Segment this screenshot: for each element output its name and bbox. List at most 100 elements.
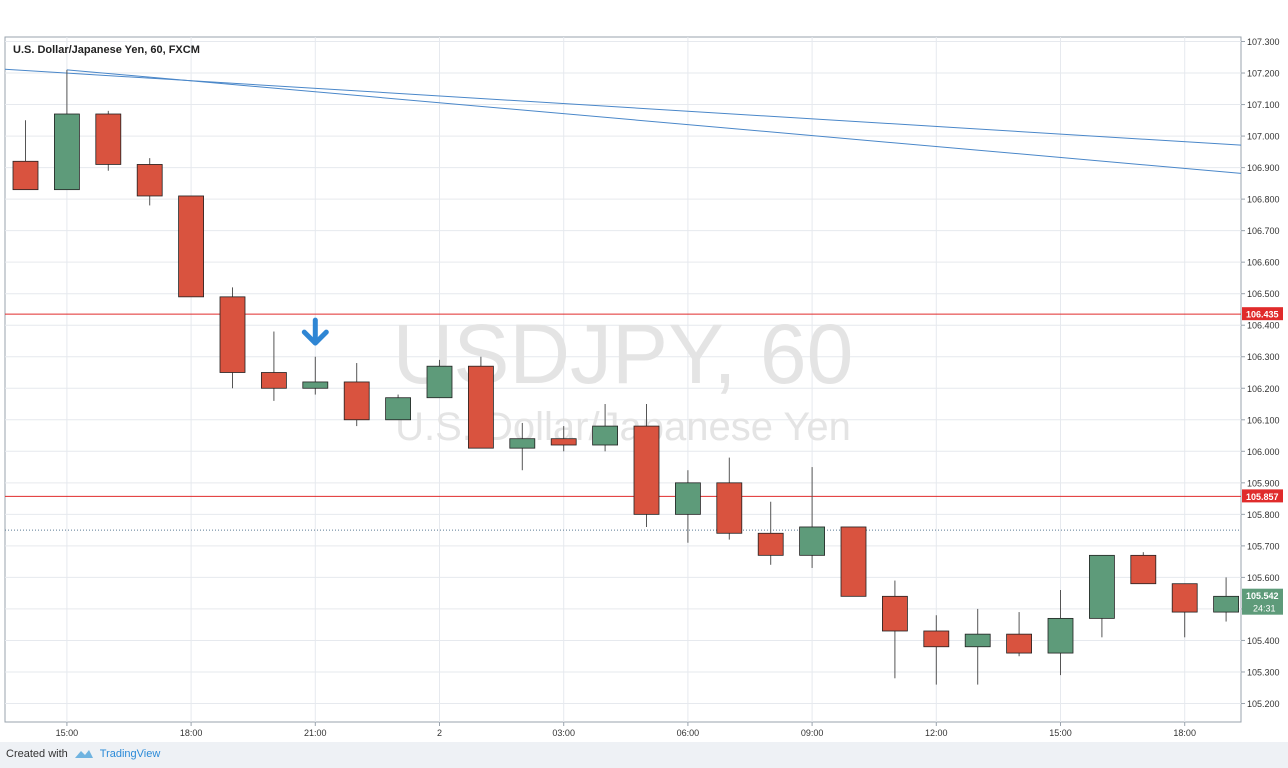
level-price-tag-label: 106.435	[1246, 310, 1279, 320]
candle-down	[840, 526, 867, 597]
candle-body	[54, 113, 80, 191]
tradingview-link[interactable]: TradingView	[99, 748, 161, 760]
candle-body	[385, 397, 412, 421]
candle-up	[302, 356, 329, 395]
candle-down	[12, 120, 39, 191]
time-tick-label: 21:00	[304, 728, 327, 738]
watermark-symbol: USDJPY, 60	[393, 307, 854, 401]
candle-body	[592, 425, 618, 446]
last-price-label: 105.542	[1246, 591, 1279, 601]
candle-body	[509, 438, 536, 449]
price-tick-label: 106.400	[1247, 321, 1280, 331]
candle-down	[260, 331, 287, 401]
candle-body	[260, 372, 287, 389]
price-tick-label: 105.400	[1247, 636, 1280, 646]
candle-body	[1130, 554, 1157, 585]
last-price-tag	[1242, 588, 1283, 615]
price-tick-label: 107.100	[1247, 100, 1280, 110]
time-tick-label: 03:00	[552, 728, 575, 738]
candle-up	[509, 422, 536, 471]
candle-body	[302, 381, 329, 389]
candle-down	[136, 158, 163, 206]
candle-body	[675, 482, 701, 515]
candle-body	[343, 381, 370, 421]
candle-down	[1130, 552, 1157, 585]
time-tick-label: 06:00	[677, 728, 700, 738]
time-tick-label: 18:00	[1173, 728, 1196, 738]
candle-body	[1047, 617, 1074, 654]
candles	[12, 69, 1239, 685]
candlestick-chart[interactable]: 107.300 107.200 107.100 107.000 106.900 106.8…	[0, 0, 1288, 742]
candle-up	[1089, 554, 1115, 638]
trend-line	[66, 69, 1241, 174]
level-price-tag-label: 105.857	[1246, 492, 1279, 502]
candle-up	[592, 404, 618, 452]
price-tick-label: 105.600	[1247, 573, 1280, 583]
price-tick-label: 106.200	[1247, 384, 1280, 394]
time-tick-label: 09:00	[801, 728, 824, 738]
price-tick-label: 106.500	[1247, 289, 1280, 299]
created-with-label: Created with	[6, 748, 68, 760]
candle-up	[964, 608, 991, 685]
candle-up	[426, 359, 453, 399]
price-tick-label: 106.800	[1247, 195, 1280, 205]
time-axis: 15:00 18:00 21:00 2 03:00 06:00 09:00 12:00 15:0…	[56, 722, 1196, 738]
candle-body	[426, 365, 453, 399]
chart-frame: 107.300 107.200 107.100 107.000 106.900 106.8…	[0, 0, 1288, 742]
price-tick-label: 105.900	[1247, 478, 1280, 488]
price-tick-label: 106.300	[1247, 352, 1280, 362]
candle-body	[1213, 595, 1239, 613]
candle-body	[550, 438, 577, 446]
footer: Created with TradingView	[6, 746, 160, 762]
candle-body	[178, 195, 205, 298]
candle-body	[716, 482, 743, 534]
chart-title: U.S. Dollar/Japanese Yen, 60, FXCM	[13, 44, 200, 56]
candle-body	[633, 425, 660, 515]
candle-body	[1089, 554, 1115, 619]
price-axis: 107.300 107.200 107.100 107.000 106.900 106.8…	[1241, 37, 1280, 709]
candle-down	[882, 580, 908, 679]
candle-down	[1006, 612, 1032, 657]
price-tick-label: 107.300	[1247, 37, 1280, 47]
candle-down	[757, 501, 784, 565]
candle-body	[136, 164, 163, 197]
grid	[5, 37, 1241, 722]
candle-body	[219, 296, 246, 373]
price-tick-label: 107.000	[1247, 132, 1280, 142]
candle-body	[12, 160, 39, 191]
candle-down	[550, 426, 577, 452]
tradingview-logo-icon	[74, 750, 93, 758]
price-tick-label: 105.800	[1247, 510, 1280, 520]
price-tick-label: 105.200	[1247, 699, 1280, 709]
candle-up	[1213, 577, 1239, 622]
price-tick-label: 107.200	[1247, 69, 1280, 79]
candle-body	[467, 365, 494, 449]
candle-up	[1047, 590, 1074, 676]
candle-body	[95, 113, 122, 165]
candle-down	[633, 404, 660, 527]
candle-body	[1171, 583, 1198, 613]
candle-body	[964, 633, 991, 648]
countdown-label: 24:31	[1253, 604, 1276, 614]
candle-down	[343, 363, 370, 427]
candle-body	[799, 526, 825, 556]
price-tick-label: 106.900	[1247, 163, 1280, 173]
plot-area	[4, 36, 1242, 723]
candle-down	[716, 457, 743, 540]
candle-down	[1171, 583, 1198, 638]
candle-body	[882, 595, 908, 632]
plot-contents	[5, 68, 1241, 685]
candle-body	[923, 630, 950, 648]
watermark-name: U.S. Dollar/Japanese Yen	[395, 405, 851, 449]
candle-down	[178, 195, 205, 298]
time-tick-label: 12:00	[925, 728, 948, 738]
candle-body	[1006, 633, 1032, 654]
price-tick-label: 105.700	[1247, 541, 1280, 551]
time-tick-label: 18:00	[180, 728, 203, 738]
price-tick-label: 106.600	[1247, 258, 1280, 268]
price-tick-label: 106.100	[1247, 415, 1280, 425]
candle-down	[219, 287, 246, 389]
candle-up	[385, 394, 412, 421]
candle-down	[467, 356, 494, 449]
candle-down	[95, 110, 122, 171]
